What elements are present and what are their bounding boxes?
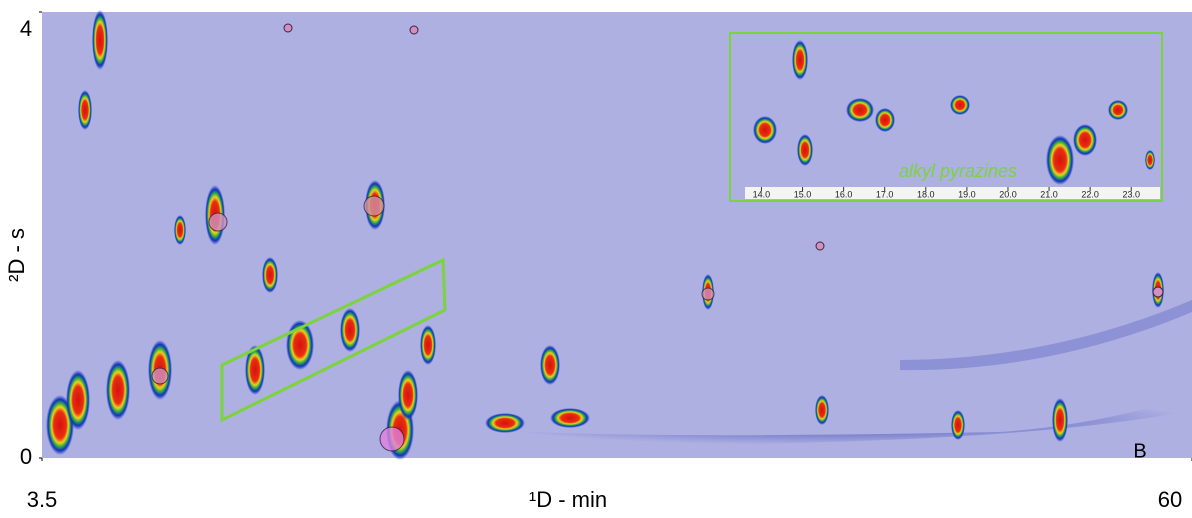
peaks — [46, 10, 1192, 460]
inset-tick-label: 21.0 — [1040, 189, 1058, 199]
inset-tick-label: 20.0 — [999, 189, 1017, 199]
x-tick-label: 60 — [1158, 487, 1182, 512]
y-axis-label: ²D - s — [4, 228, 29, 282]
inset-ruler — [745, 187, 1160, 199]
inset-tick-label: 19.0 — [958, 189, 976, 199]
inset-tick-label: 16.0 — [835, 189, 853, 199]
x-axis-label: ¹D - min — [529, 487, 607, 512]
inset-label: alkyl pyrazines — [899, 161, 1017, 181]
inset-tick-label: 17.0 — [876, 189, 894, 199]
inset-tick-label: 18.0 — [917, 189, 935, 199]
panel-label: B — [1133, 440, 1146, 462]
inset-tick-label: 14.0 — [753, 189, 771, 199]
inset-tick-label: 15.0 — [794, 189, 812, 199]
inset: alkyl pyrazines 14.0 15.0 16.0 17.0 18.0 19.0… — [729, 32, 1163, 202]
inset-tick-label: 23.0 — [1122, 189, 1140, 199]
inset-tick-label: 22.0 — [1081, 189, 1099, 199]
y-tick-label: 4 — [20, 16, 32, 41]
inset-axis: 14.0 15.0 16.0 17.0 18.0 19.0 20.0 21.0 22.0 23.0 — [753, 187, 1140, 199]
highlight-box — [220, 257, 447, 423]
x-tick-label: 3.5 — [27, 487, 58, 512]
y-tick-label: 0 — [20, 444, 32, 469]
